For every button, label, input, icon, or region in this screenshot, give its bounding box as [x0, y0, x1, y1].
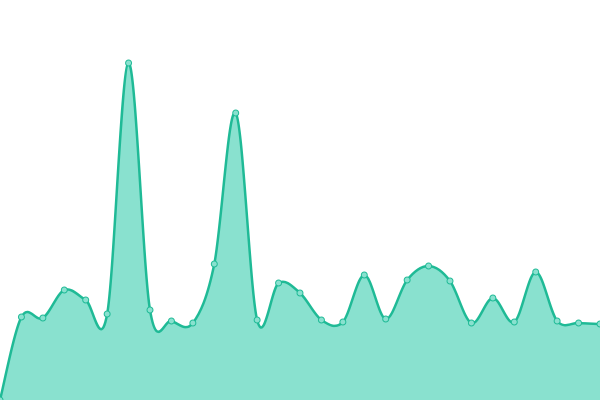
data-point: [82, 296, 90, 304]
data-point: [253, 316, 261, 324]
data-point: [167, 317, 175, 325]
data-point: [317, 316, 325, 324]
data-point: [403, 276, 411, 284]
data-point: [510, 318, 518, 326]
data-point: [467, 319, 475, 327]
data-point: [39, 314, 47, 322]
data-point: [382, 315, 390, 323]
data-point: [360, 271, 368, 279]
data-point: [489, 294, 497, 302]
data-point: [232, 109, 240, 117]
data-point: [17, 313, 25, 321]
data-point: [146, 306, 154, 314]
data-point: [275, 279, 283, 287]
data-point: [189, 319, 197, 327]
data-point: [596, 320, 600, 328]
data-point: [103, 310, 111, 318]
data-point: [0, 396, 4, 400]
data-point: [532, 268, 540, 276]
data-point: [339, 318, 347, 326]
data-point: [60, 286, 68, 294]
area-fill: [0, 62, 600, 400]
data-point: [575, 319, 583, 327]
data-point: [446, 277, 454, 285]
data-point: [296, 289, 304, 297]
data-point: [125, 59, 133, 67]
data-point: [210, 260, 218, 268]
data-point: [553, 317, 561, 325]
data-point: [425, 262, 433, 270]
